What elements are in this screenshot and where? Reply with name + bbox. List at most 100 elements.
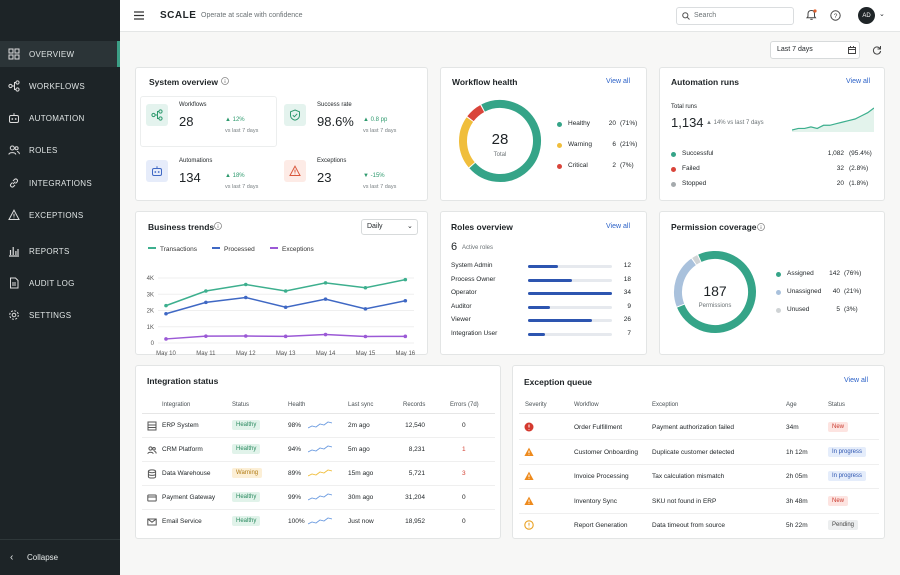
health-sparkline [308,445,332,453]
metric-icon-box [284,160,306,182]
sidebar-item-exceptions[interactable]: EXCEPTIONS [0,202,120,228]
avatar[interactable]: AD [858,7,875,24]
metric-value: 98.6% [317,114,354,129]
document-icon [10,277,19,289]
workflow-name: Customer Onboarding [574,448,638,456]
column-header: Severity [525,402,547,408]
health-sparkline [308,421,332,429]
search-input[interactable]: Search [676,7,794,25]
row-divider [142,461,495,462]
view-all-link[interactable]: View all [606,78,630,85]
health-sparkline [308,469,332,477]
info-icon[interactable] [221,77,229,85]
metric-delta: ▲ 12% [225,117,245,123]
donut-segment-critical [467,105,485,122]
legend-label: Critical [568,162,588,169]
date-range-select[interactable]: Last 7 days [770,41,860,59]
workflow-health-card: Workflow health View all 28 Total Health… [440,67,647,201]
bell-icon[interactable] [806,9,817,21]
roles-count: 6 [451,241,458,253]
data-point [283,305,288,310]
warning-icon [289,165,301,176]
data-point [323,332,328,337]
card-title: Workflow health [452,77,518,87]
records-count: 12,540 [405,422,425,429]
data-point [283,334,288,339]
view-all-link[interactable]: View all [846,78,870,85]
role-name: Auditor [451,302,472,310]
sidebar-item-automation[interactable]: AUTOMATION [0,105,120,131]
info-icon[interactable] [214,222,222,230]
card-title: Integration status [147,376,219,386]
records-count: 8,231 [408,446,425,453]
legend-count: 142 [829,270,840,277]
data-point [164,303,168,308]
donut-segment-healthy [469,100,541,182]
health-value: 98% [288,422,302,429]
y-tick-label: 2K [147,309,154,315]
sidebar-item-integrations[interactable]: INTEGRATIONS [0,170,120,196]
legend-count: 32 [836,165,844,172]
role-bar-fill [528,265,558,268]
view-all-link[interactable]: View all [844,377,868,384]
business-trends-chart: Transactions Processed Exceptions 4K 3K 2K 1K 0… [147,246,416,356]
exception-age: 34m [786,424,799,431]
legend-label: Assigned [787,270,814,277]
legend-label: Successful [682,150,714,157]
card-title: Exception queue [524,377,593,387]
chevron-down-icon[interactable]: ⌄ [879,11,885,18]
menu-icon[interactable] [134,11,144,20]
sidebar-item-reports[interactable]: REPORTS [0,238,120,264]
bar-chart-icon [9,247,19,257]
sidebar-item-label: WORKFLOWS [29,81,86,91]
sidebar-item-overview[interactable]: OVERVIEW [0,41,120,67]
legend-pct: (71%) [620,120,638,127]
view-all-link[interactable]: View all [606,223,630,230]
sidebar-item-settings[interactable]: SETTINGS [0,302,120,328]
legend-label: Transactions [160,246,198,253]
roles-overview-card: Roles overview View all 6 Active roles S… [440,211,647,355]
legend-count: 40 [832,288,840,295]
permission-donut [674,251,756,333]
legend-count: 5 [836,306,840,313]
x-tick-label: May 14 [316,351,336,356]
sidebar-item-workflows[interactable]: WORKFLOWS [0,73,120,99]
help-icon[interactable]: ? [830,10,841,21]
workflow-name: Order Fulfillment [574,424,623,431]
card-title: Automation runs [671,77,739,87]
info-icon [524,520,534,530]
errors-count: 0 [462,422,466,429]
business-trends-card: Business trends Daily ⌄ Transactions Proc… [135,211,428,356]
collapse-button[interactable]: ‹ Collapse [0,539,120,575]
database-icon [147,469,157,479]
calendar-icon [848,46,856,54]
column-header: Exception [652,402,679,408]
data-point [164,337,168,341]
sidebar-item-audit-log[interactable]: AUDIT LOG [0,270,120,296]
card-title: Business trends [148,222,215,232]
topbar: SCALE Operate at scale with confidence S… [120,0,900,32]
sidebar-item-roles[interactable]: ROLES [0,137,120,163]
sidebar-item-label: OVERVIEW [29,49,75,59]
role-name: Process Owner [451,275,496,283]
role-bar-fill [528,292,612,295]
sidebar: OVERVIEW WORKFLOWS AUTOMATION ROLES INTEGRAT… [0,0,120,575]
integration-name: Email Service [162,518,202,525]
exception-text: Payment authorization failed [652,424,735,431]
y-tick-label: 0 [151,341,155,347]
workflow-name: Invoice Processing [574,473,629,480]
data-point [283,289,288,293]
donut-total: 28 [491,131,509,148]
role-count: 7 [627,329,631,337]
exception-age: 5h 22m [786,522,808,529]
info-icon[interactable] [757,223,765,231]
refresh-icon[interactable] [872,45,882,55]
legend-pct: (21%) [844,288,862,295]
data-point [243,282,248,287]
card-title: System overview [149,77,218,87]
role-count: 12 [623,262,631,269]
records-count: 5,721 [408,470,425,477]
total-runs-value: 1,134 [671,115,704,130]
workflow-icon [151,109,163,121]
period-select[interactable]: Daily ⌄ [361,219,418,235]
